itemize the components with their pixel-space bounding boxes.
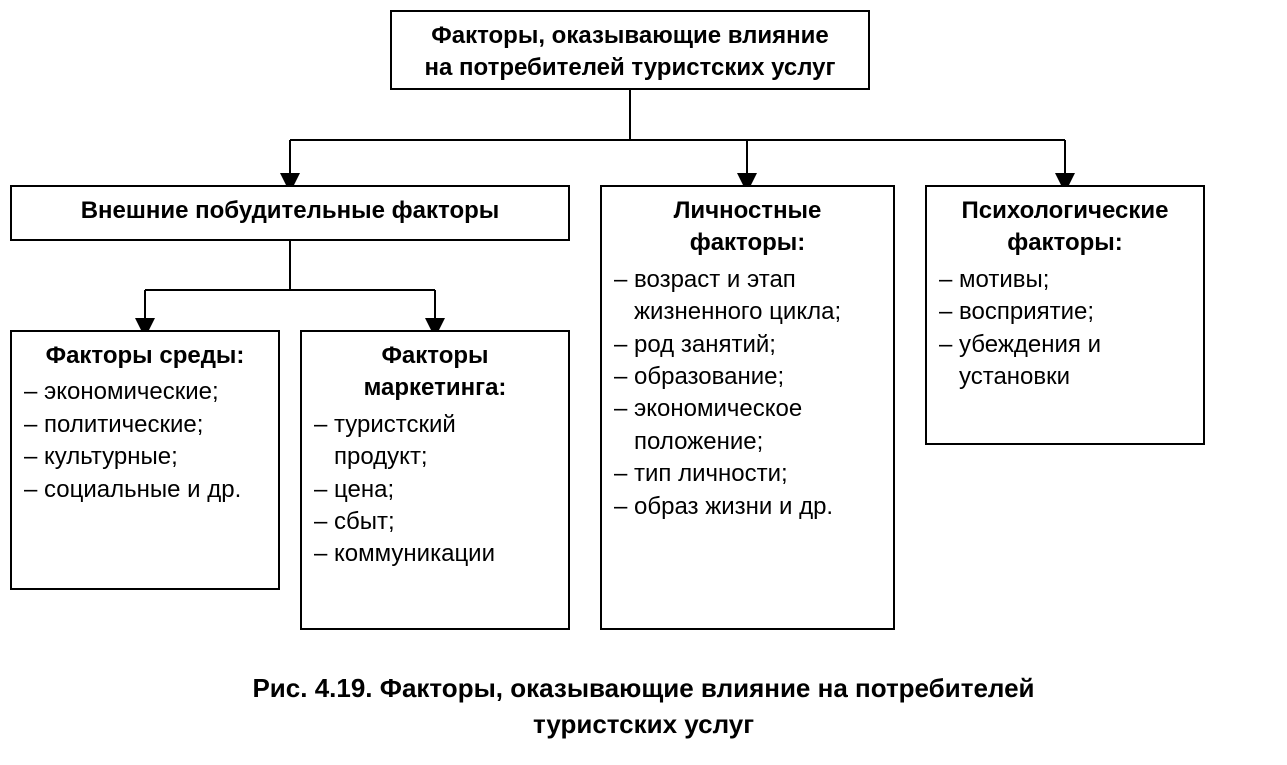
node-external: Внешние побудительные факторы	[10, 185, 570, 241]
node-marketing: Факторы маркетинга: – туристский продукт…	[300, 330, 570, 630]
environment-item: – экономические;	[44, 376, 266, 408]
node-personal: Личностные факторы: – возраст и этап жиз…	[600, 185, 895, 630]
node-root: Факторы, оказывающие влияние на потребит…	[390, 10, 870, 90]
marketing-item: – сбыт;	[334, 506, 556, 538]
personal-item: – экономическое положение;	[634, 393, 881, 458]
environment-item: – социальные и др.	[44, 474, 266, 506]
personal-item: – род занятий;	[634, 329, 881, 361]
environment-item: – культурные;	[44, 441, 266, 473]
personal-title-line2: факторы:	[614, 227, 881, 259]
marketing-item: – цена;	[334, 474, 556, 506]
environment-items: – экономические; – политические; – культ…	[24, 376, 266, 506]
personal-item: – образ жизни и др.	[634, 491, 881, 523]
psychological-item: – мотивы;	[959, 264, 1191, 296]
marketing-item: – туристский продукт;	[334, 409, 556, 474]
marketing-items: – туристский продукт; – цена; – сбыт; – …	[314, 409, 556, 571]
psychological-item: – убеждения и установки	[959, 329, 1191, 394]
personal-item: – возраст и этап жизненного цикла;	[634, 264, 881, 329]
personal-title-line1: Личностные	[614, 195, 881, 227]
node-psychological: Психологические факторы: – мотивы; – вос…	[925, 185, 1205, 445]
personal-item: – тип личности;	[634, 458, 881, 490]
caption-line2: туристских услуг	[10, 706, 1277, 742]
psychological-items: – мотивы; – восприятие; – убеждения и ус…	[939, 264, 1191, 394]
marketing-title-line1: Факторы	[314, 340, 556, 372]
environment-title: Факторы среды:	[24, 340, 266, 372]
figure-caption: Рис. 4.19. Факторы, оказывающие влияние …	[10, 670, 1277, 743]
psychological-title-line1: Психологические	[939, 195, 1191, 227]
personal-item: – образование;	[634, 361, 881, 393]
root-title-line2: на потребителей туристских услуг	[404, 52, 856, 84]
marketing-item: – коммуникации	[334, 538, 556, 570]
node-environment: Факторы среды: – экономические; – полити…	[10, 330, 280, 590]
root-title-line1: Факторы, оказывающие влияние	[404, 20, 856, 52]
factors-tree-diagram: Факторы, оказывающие влияние на потребит…	[10, 10, 1277, 755]
personal-items: – возраст и этап жизненного цикла; – род…	[614, 264, 881, 523]
external-title: Внешние побудительные факторы	[24, 195, 556, 227]
psychological-item: – восприятие;	[959, 296, 1191, 328]
caption-line1: Рис. 4.19. Факторы, оказывающие влияние …	[10, 670, 1277, 706]
environment-item: – политические;	[44, 409, 266, 441]
psychological-title-line2: факторы:	[939, 227, 1191, 259]
marketing-title-line2: маркетинга:	[314, 372, 556, 404]
